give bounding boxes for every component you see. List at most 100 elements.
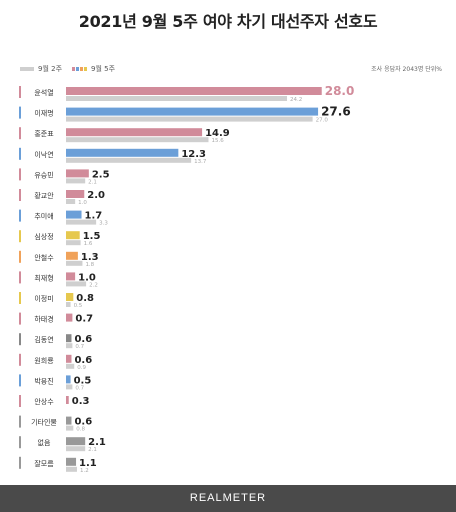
bar-previous [66,260,83,266]
value-label-previous: 3.3 [99,221,108,227]
bar-previous [66,343,73,349]
party-marker [19,271,21,284]
value-label-previous: 0.7 [75,344,84,350]
bar-current [66,293,74,301]
legend-prev-label: 9월 2주 [38,65,63,73]
category-label: 이재명 [34,109,53,118]
value-label-current: 0.5 [74,375,92,386]
category-label: 박용진 [34,376,53,385]
value-label-current: 0.7 [75,314,93,325]
value-label-previous: 2.2 [89,282,98,288]
bar-current [66,354,72,363]
category-label: 이정미 [34,294,53,303]
category-label: 잘모름 [34,460,54,468]
chart-note: 조사 응답자 2043명 단위% [371,66,442,73]
category-label: 최재형 [34,273,53,282]
bar-previous [66,116,313,122]
value-label-current: 0.6 [74,417,92,428]
bar-current [66,210,82,219]
bar-current [66,457,77,466]
bar-current [66,313,73,322]
category-label: 황교안 [34,191,54,200]
bar-current [66,437,86,446]
footer-brand: REALMETER [0,485,456,512]
party-marker [19,189,21,201]
value-label-current: 1.3 [81,252,99,263]
value-label-previous: 2.1 [88,179,97,185]
party-marker [19,415,21,428]
category-label: 추미애 [34,212,53,221]
value-label-current: 12.3 [181,149,206,160]
value-label-current: 27.6 [321,105,351,119]
legend-curr-swatch [72,67,88,71]
category-label: 유승민 [34,170,53,179]
value-label-current: 0.3 [72,396,90,407]
party-marker [19,436,21,449]
bar-previous [66,281,87,287]
category-label: 안철수 [34,253,54,262]
value-label-previous: 2.1 [88,447,97,453]
bar-current [66,107,319,116]
bar-previous [66,96,288,101]
bar-current [66,87,322,95]
value-label-current: 1.1 [79,458,97,469]
bar-current [66,148,179,157]
category-label: 없음 [38,439,51,447]
bar-current [66,272,76,281]
value-label-previous: 0.9 [77,365,86,371]
party-marker [19,168,21,181]
party-marker [19,292,21,304]
bar-previous [66,384,73,390]
bar-previous [66,240,81,246]
party-marker [19,333,21,346]
value-label-previous: 1.8 [85,262,94,268]
bar-current [66,334,72,343]
value-label-previous: 1.0 [78,200,87,206]
party-marker [19,147,21,160]
category-label: 기타인물 [31,418,57,427]
category-label: 심상정 [34,232,53,241]
category-label: 홍준표 [34,129,54,138]
value-label-current: 2.0 [87,190,105,201]
category-label: 안상수 [34,397,54,406]
value-label-current: 2.5 [92,169,110,180]
chart-title: 2021년 9월 5주 여야 차기 대선주자 선호도 [78,12,378,31]
value-label-current: 1.5 [83,231,101,242]
bar-previous [66,302,71,307]
bar-previous [66,157,192,163]
category-label: 하태경 [34,315,53,324]
value-label-current: 1.7 [85,211,103,222]
party-marker [19,353,21,366]
category-label: 김동연 [34,336,53,344]
value-label-current: 0.6 [74,355,92,366]
legend-prev-swatch [20,67,34,71]
bar-current [66,416,72,425]
party-marker [19,374,21,387]
party-marker [19,312,21,325]
party-marker [19,127,21,140]
category-label: 이낙연 [34,150,53,159]
legend-curr-label: 9월 5주 [91,65,116,73]
bar-current [66,128,203,137]
bar-previous [66,199,76,204]
value-label-previous: 27.0 [316,118,329,124]
bar-current [66,169,89,178]
bar-chart: 윤석열 28.0 24.2 이재명 27.627.0 홍준표 14.915.6 이낙연 12.3… [19,84,354,474]
value-label-current: 0.8 [76,293,94,304]
party-marker [19,106,21,119]
value-label-previous: 0.7 [75,385,84,391]
value-label-current: 14.9 [205,128,230,139]
bar-current [66,251,78,260]
value-label-current: 2.1 [88,437,106,448]
bar-previous [66,363,75,369]
party-marker [19,230,21,243]
bar-current [66,231,80,240]
bar-previous [66,425,74,431]
value-label-previous: 15.6 [211,138,224,144]
category-label: 윤석열 [34,88,53,97]
bar-previous [66,446,86,452]
bar-previous [66,219,97,225]
party-marker [19,209,21,222]
bar-current [66,375,71,384]
bar-previous [66,178,86,184]
